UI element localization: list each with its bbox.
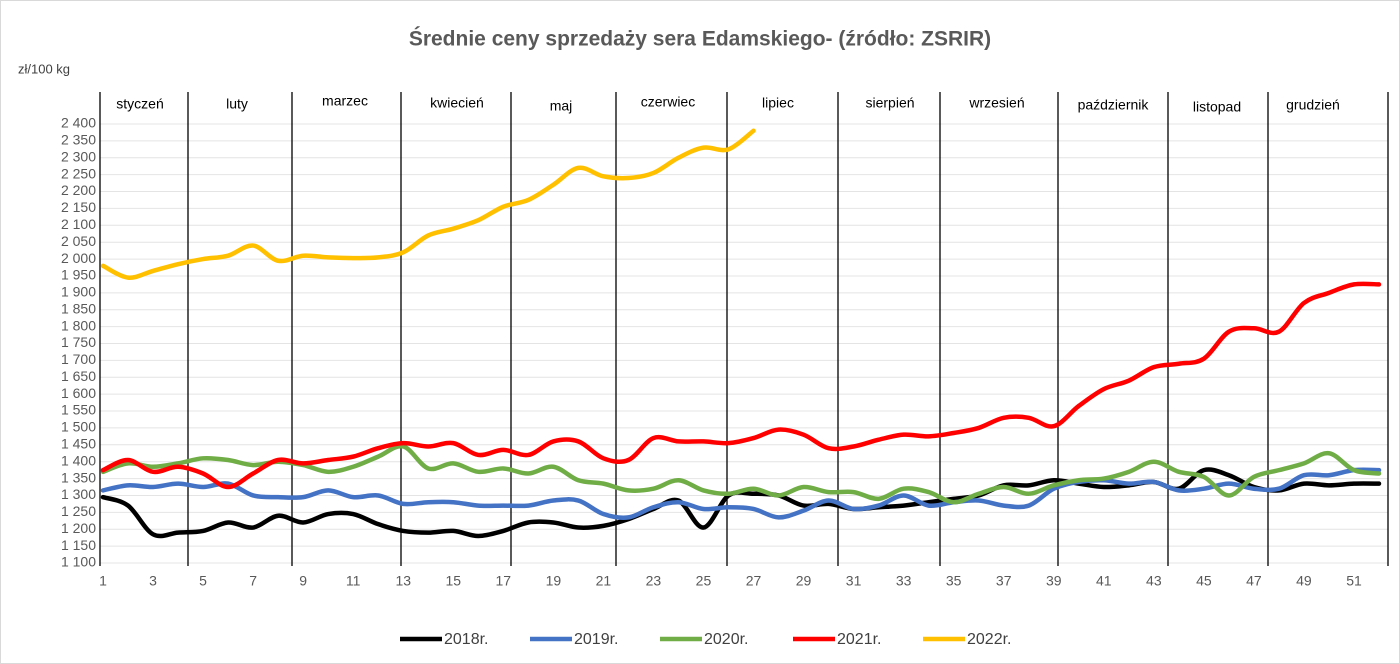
x-tick-label: 5: [199, 573, 207, 589]
month-label: październik: [1078, 97, 1150, 113]
y-tick-label: 2 350: [61, 132, 96, 148]
x-tick-label: 19: [546, 573, 562, 589]
month-label: maj: [550, 98, 573, 114]
month-label: czerwiec: [641, 94, 695, 110]
y-tick-label: 1 500: [61, 419, 96, 435]
x-tick-label: 39: [1046, 573, 1062, 589]
y-tick-label: 2 000: [61, 250, 96, 266]
x-tick-label: 33: [896, 573, 912, 589]
y-tick-label: 1 600: [61, 385, 96, 401]
y-tick-label: 2 050: [61, 233, 96, 249]
month-label: styczeń: [116, 96, 163, 112]
x-tick-label: 17: [496, 573, 512, 589]
x-tick-label: 21: [596, 573, 612, 589]
x-tick-label: 45: [1196, 573, 1212, 589]
y-tick-label: 1 900: [61, 284, 96, 300]
x-tick-label: 29: [796, 573, 812, 589]
x-tick-label: 9: [299, 573, 307, 589]
legend-label: 2022r.: [967, 631, 1011, 648]
x-tick-label: 43: [1146, 573, 1162, 589]
y-axis-label: zł/100 kg: [18, 61, 70, 76]
legend-label: 2020r.: [704, 631, 748, 648]
x-tick-label: 23: [646, 573, 662, 589]
y-tick-label: 2 150: [61, 199, 96, 215]
y-tick-label: 2 300: [61, 148, 96, 164]
x-tick-label: 41: [1096, 573, 1112, 589]
month-label: grudzień: [1286, 97, 1340, 113]
x-tick-label: 27: [746, 573, 762, 589]
x-tick-label: 35: [946, 573, 962, 589]
y-tick-label: 1 250: [61, 503, 96, 519]
chart-title: Średnie ceny sprzedaży sera Edamskiego- …: [409, 27, 991, 51]
x-tick-label: 13: [395, 573, 411, 589]
y-tick-label: 1 450: [61, 436, 96, 452]
x-tick-label: 37: [996, 573, 1012, 589]
y-tick-label: 1 350: [61, 469, 96, 485]
legend-label: 2019r.: [574, 631, 618, 648]
x-tick-label: 47: [1246, 573, 1262, 589]
month-label: wrzesień: [968, 95, 1024, 111]
y-tick-label: 1 800: [61, 317, 96, 333]
series-line: [100, 128, 756, 280]
y-tick-label: 1 100: [61, 554, 96, 570]
y-tick-label: 1 300: [61, 486, 96, 502]
y-tick-label: 1 150: [61, 537, 96, 553]
month-label: listopad: [1193, 99, 1241, 115]
y-tick-label: 2 400: [61, 115, 96, 131]
y-tick-label: 2 200: [61, 182, 96, 198]
x-tick-label: 49: [1296, 573, 1312, 589]
y-tick-label: 1 650: [61, 368, 96, 384]
legend-label: 2021r.: [837, 631, 881, 648]
y-tick-label: 1 200: [61, 520, 96, 536]
x-tick-label: 31: [846, 573, 862, 589]
y-tick-label: 2 250: [61, 165, 96, 181]
y-tick-label: 1 400: [61, 452, 96, 468]
x-tick-label: 3: [149, 573, 157, 589]
series-line: [100, 467, 1382, 521]
month-label: sierpień: [865, 95, 914, 111]
y-tick-label: 1 950: [61, 267, 96, 283]
series-line: [100, 281, 1382, 490]
series-line: [100, 443, 1382, 505]
month-label: lipiec: [762, 95, 794, 111]
x-tick-label: 11: [346, 573, 361, 589]
y-tick-label: 1 700: [61, 351, 96, 367]
x-tick-label: 1: [99, 573, 107, 589]
legend-label: 2018r.: [444, 631, 488, 648]
x-tick-label: 51: [1346, 573, 1362, 589]
y-tick-label: 2 100: [61, 216, 96, 232]
y-tick-label: 1 850: [61, 300, 96, 316]
x-tick-label: 7: [249, 573, 257, 589]
x-tick-label: 15: [445, 573, 461, 589]
month-label: marzec: [322, 93, 368, 109]
month-label: luty: [226, 96, 248, 112]
x-tick-label: 25: [696, 573, 712, 589]
y-tick-label: 1 550: [61, 402, 96, 418]
month-label: kwiecień: [430, 95, 484, 111]
y-tick-label: 1 750: [61, 334, 96, 350]
